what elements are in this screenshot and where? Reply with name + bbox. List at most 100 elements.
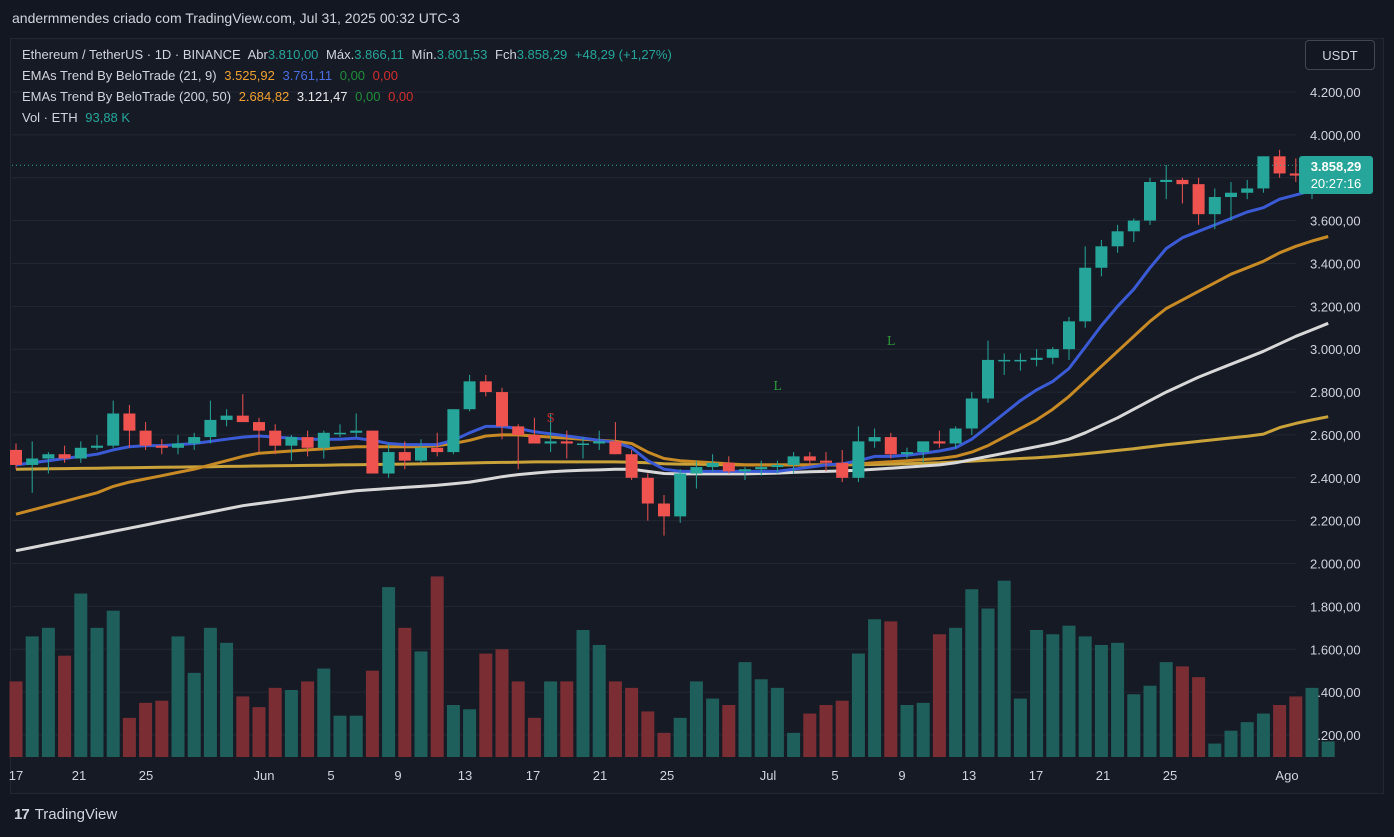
top-caption-bar: andermmendes criado com TradingView.com,…	[0, 0, 1394, 38]
volume-bar	[90, 627, 104, 757]
ema-fast-row[interactable]: EMAs Trend By BeloTrade (21, 9) 3.525,92…	[22, 65, 676, 86]
volume-bar	[1030, 629, 1044, 757]
candle-body	[949, 428, 962, 444]
candle-body	[771, 464, 784, 468]
candle-body	[1176, 179, 1189, 185]
volume-bar	[819, 704, 833, 757]
ema1-value-1: 3.525,92	[224, 68, 275, 83]
x-tick-label: 5	[327, 768, 334, 783]
volume-bar	[139, 702, 153, 757]
candle-body	[155, 445, 168, 448]
close-label: Fch	[495, 47, 517, 62]
x-tick-label: 17	[526, 768, 540, 783]
candle-body	[868, 437, 881, 442]
volume-bar	[1111, 642, 1125, 757]
volume-bar	[592, 644, 606, 757]
signal-label: L	[887, 334, 895, 348]
high-label: Máx.	[326, 47, 355, 62]
currency-button[interactable]: USDT	[1305, 40, 1375, 70]
x-tick-label: 25	[660, 768, 674, 783]
volume-bar	[41, 627, 55, 757]
volume-bar	[997, 580, 1011, 757]
candle-body	[431, 447, 444, 453]
volume-bar	[803, 713, 817, 757]
candle-body	[1208, 197, 1221, 215]
x-tick-label: 5	[831, 768, 838, 783]
volume-bar	[349, 715, 363, 757]
volume-bar	[268, 687, 282, 757]
volume-bar	[965, 589, 979, 757]
x-tick-label: 9	[898, 768, 905, 783]
ema2-value-4: 0,00	[388, 89, 414, 104]
candle-body	[820, 460, 832, 463]
candle-body	[1046, 349, 1059, 358]
candle-body	[139, 430, 152, 446]
volume-bar	[1321, 741, 1335, 757]
x-tick-label: Ago	[1275, 768, 1298, 783]
ema-200-gold-line	[15, 415, 1329, 471]
volume-bar	[106, 610, 120, 757]
candle-body	[965, 398, 978, 429]
candle-body	[220, 415, 233, 420]
open-value: 3.810,00	[267, 47, 319, 62]
symbol-title[interactable]: Ethereum / TetherUS · 1D · BINANCE	[22, 47, 241, 62]
candle-body	[544, 441, 557, 444]
x-tick-label: 21	[72, 768, 86, 783]
candle-body	[350, 430, 363, 433]
ema1-name: EMAs Trend By BeloTrade (21, 9)	[22, 68, 217, 83]
volume-bar	[187, 672, 201, 757]
candle-body	[674, 473, 687, 517]
y-tick-label: 2.200,00	[1310, 514, 1361, 529]
candle-body	[982, 359, 994, 399]
volume-bar	[479, 653, 493, 757]
volume-bar	[770, 687, 784, 757]
volume-bar	[1127, 694, 1141, 757]
ema1-value-3: 0,00	[339, 68, 366, 83]
candle-body	[172, 443, 184, 448]
y-tick-label: 3.600,00	[1310, 214, 1361, 229]
volume-bar	[754, 679, 768, 757]
candle-body	[593, 441, 606, 444]
volume-bar	[25, 636, 39, 757]
candle-body	[334, 432, 346, 435]
candle-body	[415, 447, 427, 461]
candle-body	[496, 392, 508, 427]
volume-bar	[560, 681, 574, 757]
candle-body	[463, 381, 476, 410]
volume-bar	[1175, 666, 1189, 757]
volume-bar	[463, 709, 477, 757]
candle-body	[1241, 188, 1254, 193]
volume-bar	[738, 662, 752, 757]
candle-body	[787, 456, 800, 465]
y-tick-label: 3.000,00	[1310, 342, 1361, 357]
volume-row[interactable]: Vol · ETH 93,88 K	[22, 107, 676, 128]
x-tick-label: 9	[394, 768, 401, 783]
candle-body	[901, 452, 913, 455]
candle-body	[609, 441, 622, 455]
volume-bar	[1159, 662, 1173, 757]
volume-bar	[706, 698, 720, 757]
x-tick-label: 13	[458, 768, 472, 783]
volume-bar	[236, 696, 250, 757]
volume-bar	[430, 576, 444, 757]
volume-bar	[1062, 625, 1076, 757]
candle-body	[26, 458, 39, 465]
volume-bar	[1224, 730, 1238, 757]
y-tick-label: 1.200,00	[1310, 728, 1361, 743]
candle-body	[447, 409, 460, 453]
x-tick-label: 25	[139, 768, 153, 783]
volume-bar	[900, 704, 914, 757]
volume-bar	[835, 700, 849, 757]
candle-body	[625, 454, 638, 478]
candle-body	[1063, 321, 1075, 350]
candle-body	[1030, 357, 1043, 360]
ema-slow-row[interactable]: EMAs Trend By BeloTrade (200, 50) 2.684,…	[22, 86, 676, 107]
volume-bar	[884, 621, 898, 757]
candle-body	[123, 413, 136, 431]
tradingview-brand[interactable]: 17 TradingView	[14, 806, 117, 823]
candle-body	[722, 462, 735, 472]
candle-body	[998, 359, 1011, 362]
volume-bar	[673, 717, 687, 757]
candle-body	[755, 467, 768, 470]
